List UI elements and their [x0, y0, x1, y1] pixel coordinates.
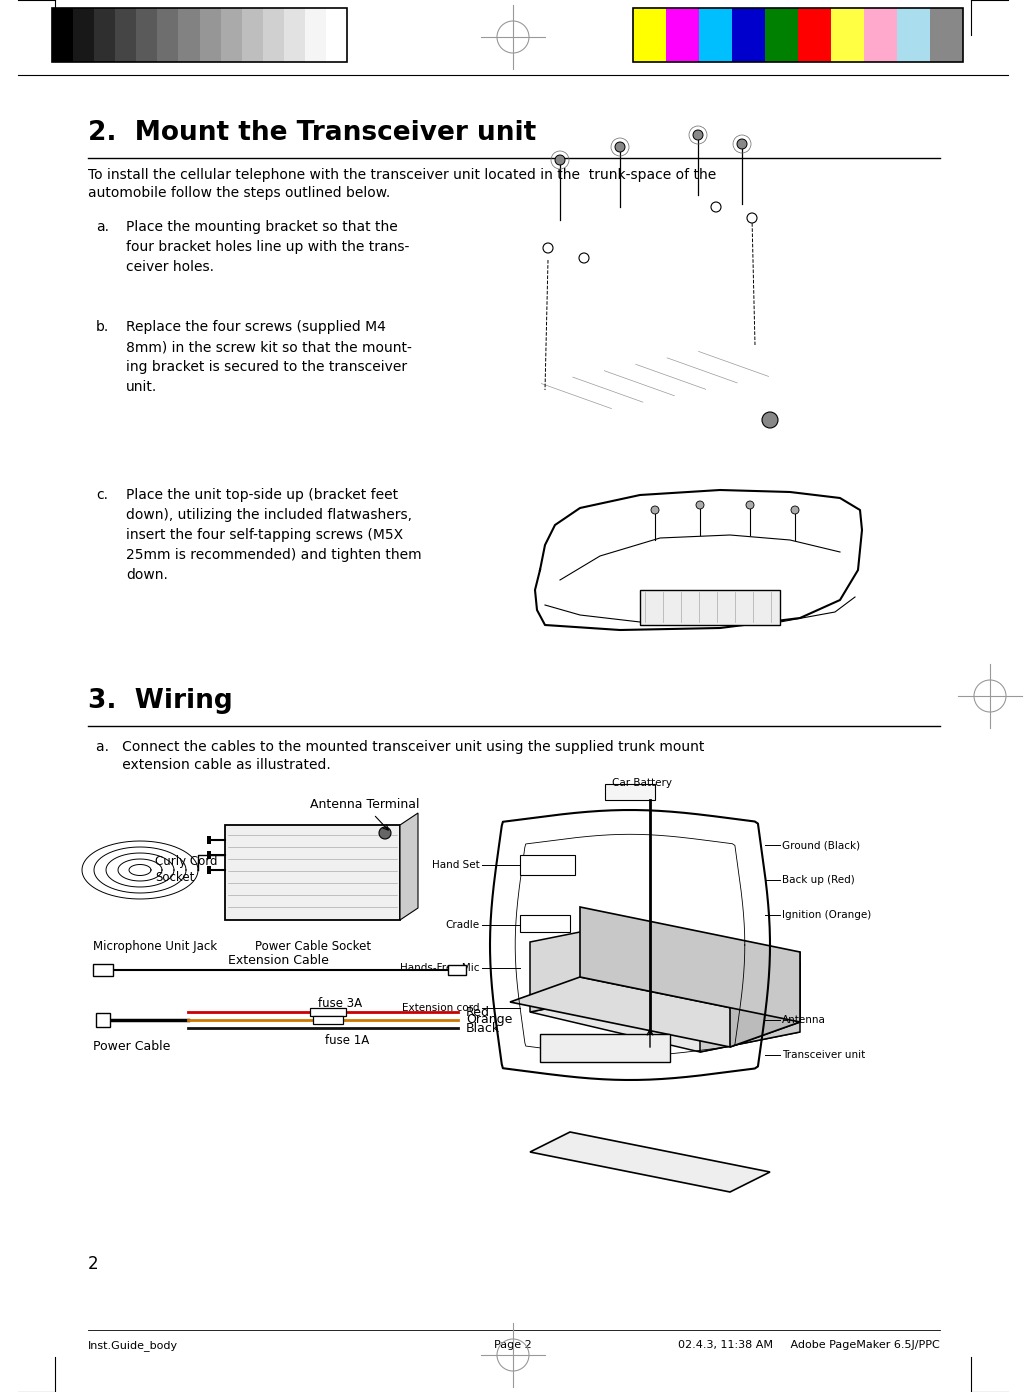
Bar [864, 8, 897, 63]
Bar [115, 8, 136, 63]
Text: Place the mounting bracket so that the
four bracket holes line up with the trans: Place the mounting bracket so that the f… [126, 220, 409, 274]
Bar [179, 8, 199, 63]
Circle shape [555, 155, 565, 166]
Bar [225, 825, 400, 920]
Bar [326, 8, 347, 63]
Text: Car Battery: Car Battery [611, 778, 672, 788]
Polygon shape [731, 952, 800, 1047]
Bar [831, 8, 864, 63]
Polygon shape [530, 922, 630, 1012]
Text: Antenna Terminal: Antenna Terminal [310, 799, 420, 830]
Bar [605, 784, 655, 800]
Text: extension cable as illustrated.: extension cable as illustrated. [96, 759, 330, 773]
Text: Transceiver unit: Transceiver unit [782, 1050, 865, 1059]
Polygon shape [700, 962, 800, 1052]
Text: Ignition (Orange): Ignition (Orange) [782, 910, 871, 920]
Bar [93, 965, 113, 976]
Text: Place the unit top-side up (bracket feet
down), utilizing the included flatwashe: Place the unit top-side up (bracket feet… [126, 489, 422, 582]
Bar [448, 965, 466, 974]
Polygon shape [510, 977, 800, 1047]
Bar [199, 8, 221, 63]
Circle shape [762, 412, 778, 427]
Circle shape [737, 139, 747, 149]
Circle shape [747, 213, 757, 223]
Text: 02.4.3, 11:38 AM     Adobe PageMaker 6.5J/PPC: 02.4.3, 11:38 AM Adobe PageMaker 6.5J/PP… [678, 1340, 940, 1350]
Text: fuse 3A: fuse 3A [318, 997, 362, 1011]
Bar [284, 8, 305, 63]
Text: c.: c. [96, 489, 108, 503]
Text: Power Cable: Power Cable [93, 1040, 170, 1052]
Text: To install the cellular telephone with the transceiver unit located in the  trun: To install the cellular telephone with t… [88, 168, 716, 182]
Text: Microphone Unit Jack: Microphone Unit Jack [93, 940, 218, 954]
Polygon shape [580, 908, 800, 1022]
Circle shape [543, 244, 553, 253]
Text: a.: a. [96, 220, 109, 234]
Bar [633, 8, 666, 63]
Polygon shape [400, 813, 418, 920]
Bar [520, 855, 575, 876]
Text: Black: Black [466, 1022, 500, 1034]
Circle shape [711, 202, 721, 212]
Polygon shape [530, 992, 800, 1052]
Circle shape [696, 501, 704, 509]
Bar [242, 8, 263, 63]
Text: Replace the four screws (supplied M4
8mm) in the screw kit so that the mount-
in: Replace the four screws (supplied M4 8mm… [126, 320, 411, 394]
Circle shape [652, 507, 659, 514]
Circle shape [579, 253, 589, 263]
Text: automobile follow the steps outlined below.: automobile follow the steps outlined bel… [88, 187, 390, 200]
Bar [207, 866, 211, 874]
Text: 2: 2 [88, 1256, 98, 1274]
Text: Cradle: Cradle [446, 920, 480, 930]
Bar [221, 8, 242, 63]
Text: fuse 1A: fuse 1A [325, 1034, 369, 1047]
Circle shape [791, 507, 799, 514]
Bar [699, 8, 732, 63]
Text: Page 2: Page 2 [495, 1340, 531, 1350]
Text: Extension cord: Extension cord [402, 1004, 480, 1013]
Text: Red: Red [466, 1005, 490, 1019]
Bar [633, 8, 963, 63]
Bar [930, 8, 963, 63]
Bar [207, 851, 211, 859]
Bar [540, 1034, 670, 1062]
Polygon shape [530, 1132, 770, 1192]
Text: a.   Connect the cables to the mounted transceiver unit using the supplied trunk: a. Connect the cables to the mounted tra… [96, 741, 705, 754]
Bar [136, 8, 157, 63]
Text: Extension Cable: Extension Cable [228, 954, 329, 967]
Bar [157, 8, 179, 63]
Bar [520, 915, 570, 933]
Bar [52, 8, 347, 63]
Bar [263, 8, 284, 63]
Text: b.: b. [96, 320, 109, 334]
Bar [765, 8, 798, 63]
Bar [640, 590, 780, 625]
Bar [52, 8, 73, 63]
Bar [313, 1016, 343, 1025]
Text: 3.  Wiring: 3. Wiring [88, 688, 233, 714]
Circle shape [746, 501, 754, 509]
Text: Power Cable Socket: Power Cable Socket [255, 940, 371, 954]
Text: 2.  Mount the Transceiver unit: 2. Mount the Transceiver unit [88, 120, 537, 146]
Bar [96, 1013, 110, 1027]
Circle shape [379, 827, 391, 839]
Text: Ground (Black): Ground (Black) [782, 839, 860, 851]
Text: Antenna: Antenna [782, 1015, 826, 1025]
Bar [305, 8, 326, 63]
Bar [94, 8, 115, 63]
Text: Hand Set: Hand Set [432, 860, 480, 870]
Bar [207, 837, 211, 844]
Bar [310, 1008, 346, 1016]
Circle shape [693, 129, 703, 141]
Text: Hands-Free Mic: Hands-Free Mic [400, 963, 480, 973]
Bar [73, 8, 94, 63]
Text: Curly Cord
Socket: Curly Cord Socket [155, 855, 218, 884]
Bar [798, 8, 831, 63]
Text: Inst.Guide_body: Inst.Guide_body [88, 1340, 179, 1350]
Bar [897, 8, 930, 63]
Bar [732, 8, 765, 63]
Bar [666, 8, 699, 63]
Text: Back up (Red): Back up (Red) [782, 876, 855, 885]
Circle shape [615, 142, 625, 152]
Text: Orange: Orange [466, 1013, 512, 1026]
